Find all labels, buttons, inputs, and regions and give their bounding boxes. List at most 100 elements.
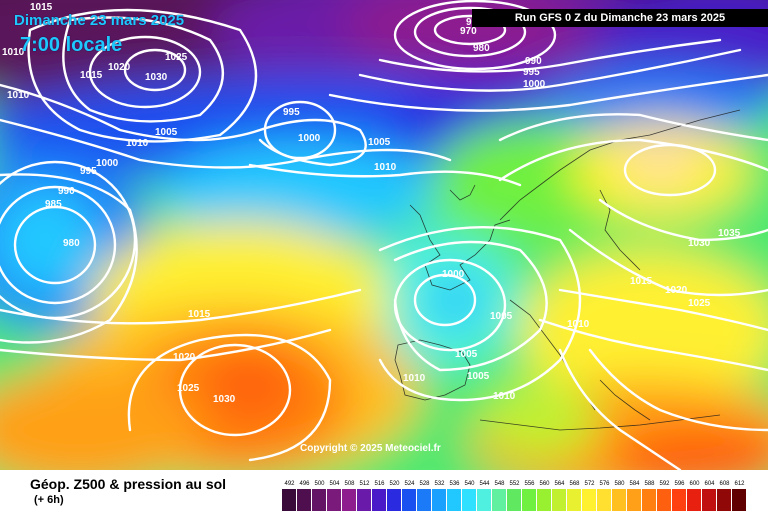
- scale-step: 512: [357, 480, 372, 511]
- scale-label: 552: [509, 481, 520, 487]
- scale-label: 588: [644, 481, 655, 487]
- isobar-label: 1005: [467, 371, 490, 382]
- scale-swatch: [552, 489, 567, 511]
- scale-step: 520: [387, 480, 402, 511]
- isobar-label: 1010: [403, 373, 426, 384]
- scale-step: 544: [477, 480, 492, 511]
- scale-swatch: [672, 489, 687, 511]
- isobar-label: 985: [45, 199, 62, 210]
- isobar-label: 1035: [718, 228, 741, 239]
- scale-label: 492: [284, 481, 295, 487]
- scale-label: 560: [539, 481, 550, 487]
- scale-swatch: [447, 489, 462, 511]
- scale-label: 496: [299, 481, 310, 487]
- scale-label: 612: [734, 481, 745, 487]
- scale-swatch: [462, 489, 477, 511]
- scale-step: 600: [687, 480, 702, 511]
- scale-swatch: [297, 489, 312, 511]
- scale-step: 584: [627, 480, 642, 511]
- isobar-label: 1005: [155, 127, 178, 138]
- isobar-label: 1010: [493, 391, 516, 402]
- isobar-label: 1015: [30, 2, 53, 13]
- scale-swatch: [387, 489, 402, 511]
- scale-label: 596: [674, 481, 685, 487]
- scale-swatch: [627, 489, 642, 511]
- scale-step: 492: [282, 480, 297, 511]
- scale-step: 508: [342, 480, 357, 511]
- isobar-label: 1030: [213, 394, 236, 405]
- scale-swatch: [567, 489, 582, 511]
- scale-swatch: [342, 489, 357, 511]
- isobar-label: 980: [473, 43, 490, 54]
- scale-label: 608: [719, 481, 730, 487]
- scale-swatch: [372, 489, 387, 511]
- scale-swatch: [642, 489, 657, 511]
- scale-step: 596: [672, 480, 687, 511]
- scale-step: 532: [432, 480, 447, 511]
- scale-swatch: [357, 489, 372, 511]
- isobar-label: 1015: [80, 70, 103, 81]
- isobar-label: 1015: [188, 309, 211, 320]
- isobars: [0, 0, 768, 470]
- scale-step: 604: [702, 480, 717, 511]
- scale-label: 520: [389, 481, 400, 487]
- isobar-label: 1025: [165, 52, 188, 63]
- scale-swatch: [597, 489, 612, 511]
- scale-swatch: [282, 489, 297, 511]
- scale-label: 532: [434, 481, 445, 487]
- isobar-label: 1015: [630, 276, 653, 287]
- scale-label: 512: [359, 481, 370, 487]
- scale-step: 612: [732, 480, 747, 511]
- legend-title: Géop. Z500 & pression au sol: [30, 476, 227, 492]
- scale-step: 528: [417, 480, 432, 511]
- scale-step: 588: [642, 480, 657, 511]
- isobar-label: 1000: [96, 158, 119, 169]
- isobar-label: 1005: [455, 349, 478, 360]
- scale-swatch: [687, 489, 702, 511]
- scale-step: 500: [312, 480, 327, 511]
- scale-label: 524: [404, 481, 415, 487]
- isobar-labels: 1015101010151020102510301010100510101000…: [2, 2, 741, 405]
- scale-step: 572: [582, 480, 597, 511]
- scale-label: 516: [374, 481, 385, 487]
- scale-swatch: [477, 489, 492, 511]
- scale-label: 544: [479, 481, 490, 487]
- isobar-label: 970: [460, 26, 477, 37]
- scale-label: 572: [584, 481, 595, 487]
- isobar-label: 995: [523, 67, 540, 78]
- isobar-label: 1005: [368, 137, 391, 148]
- scale-swatch: [312, 489, 327, 511]
- scale-label: 500: [314, 481, 325, 487]
- scale-label: 508: [344, 481, 355, 487]
- scale-swatch: [717, 489, 732, 511]
- scale-swatch: [537, 489, 552, 511]
- isobar-label: 980: [63, 238, 80, 249]
- scale-step: 576: [597, 480, 612, 511]
- scale-step: 552: [507, 480, 522, 511]
- isobar-label: 995: [80, 166, 97, 177]
- scale-swatch: [432, 489, 447, 511]
- scale-swatch: [612, 489, 627, 511]
- isobar-label: 990: [58, 186, 75, 197]
- isobar-label: 1025: [177, 383, 200, 394]
- scale-swatch: [507, 489, 522, 511]
- scale-swatch: [327, 489, 342, 511]
- scale-step: 540: [462, 480, 477, 511]
- scale-swatch: [702, 489, 717, 511]
- scale-swatch: [402, 489, 417, 511]
- scale-label: 600: [689, 481, 700, 487]
- scale-label: 604: [704, 481, 715, 487]
- scale-step: 580: [612, 480, 627, 511]
- isobar-label: 1010: [2, 47, 25, 58]
- forecast-date: Dimanche 23 mars 2025: [14, 12, 185, 29]
- scale-step: 560: [537, 480, 552, 511]
- isobar-label: 1000: [523, 79, 546, 90]
- isobar-label: 1005: [490, 311, 513, 322]
- scale-step: 504: [327, 480, 342, 511]
- isobar-label: 1010: [126, 138, 149, 149]
- legend-bar: Géop. Z500 & pression au sol (+ 6h) 492 4…: [0, 470, 768, 512]
- isobar-label: 1030: [688, 238, 711, 249]
- scale-step: 568: [567, 480, 582, 511]
- copyright-notice: Copyright © 2025 Meteociel.fr: [300, 443, 441, 454]
- scale-step: 524: [402, 480, 417, 511]
